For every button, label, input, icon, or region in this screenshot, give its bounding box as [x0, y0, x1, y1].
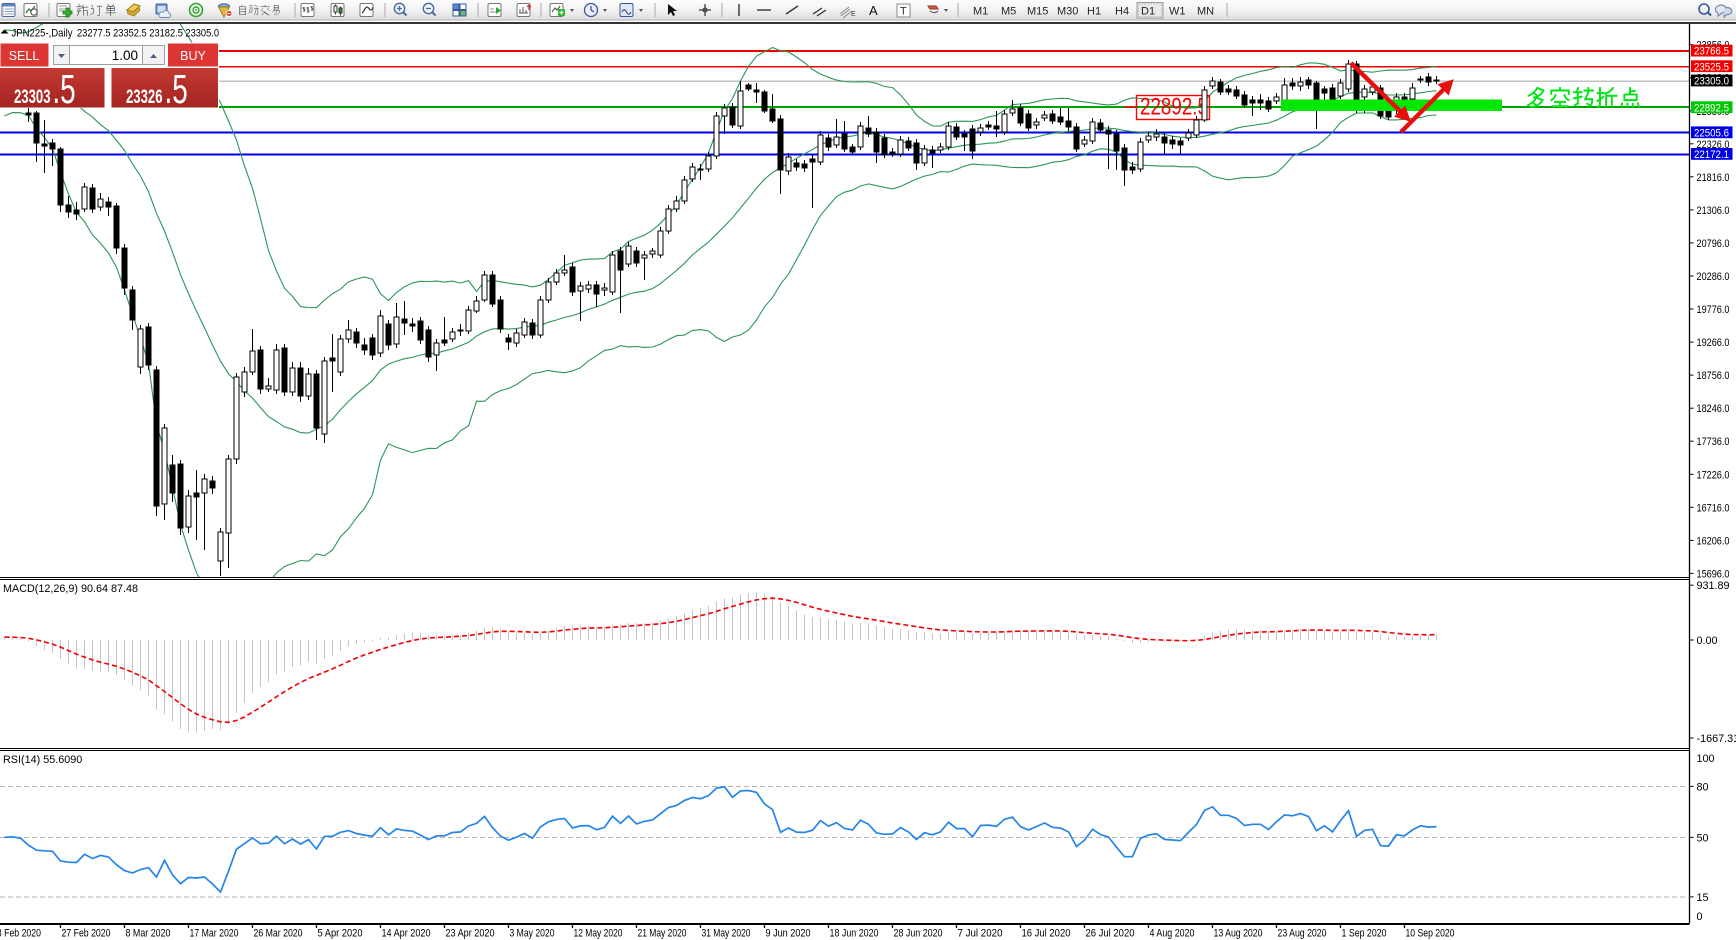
svg-text:18 Feb 2020: 18 Feb 2020: [0, 928, 41, 940]
svg-text:17 Mar 2020: 17 Mar 2020: [190, 928, 239, 940]
svg-text:.5: .5: [165, 67, 188, 113]
svg-text:1.00: 1.00: [112, 48, 138, 63]
svg-text:17226.0: 17226.0: [1697, 469, 1730, 481]
svg-text:M30: M30: [1057, 6, 1078, 18]
svg-text:M1: M1: [973, 6, 988, 18]
svg-text:31 May 2020: 31 May 2020: [702, 928, 751, 940]
svg-text:SELL: SELL: [9, 49, 40, 63]
svg-text:RSI(14) 55.6090: RSI(14) 55.6090: [3, 754, 82, 766]
svg-text:26 Jul 2020: 26 Jul 2020: [1086, 928, 1135, 940]
svg-text:16 Jul 2020: 16 Jul 2020: [1022, 928, 1071, 940]
svg-text:18756.0: 18756.0: [1697, 370, 1730, 382]
svg-text:22892.5: 22892.5: [1140, 94, 1208, 121]
svg-text:15: 15: [1697, 892, 1709, 904]
svg-text:0: 0: [1697, 911, 1703, 923]
svg-text:D1: D1: [1141, 6, 1155, 18]
svg-text:7 Jul 2020: 7 Jul 2020: [958, 928, 1003, 940]
svg-text:4 Aug 2020: 4 Aug 2020: [1150, 928, 1195, 940]
svg-text:-1667.31: -1667.31: [1697, 733, 1736, 745]
svg-text:23 Apr 2020: 23 Apr 2020: [446, 928, 495, 940]
svg-text:M5: M5: [1001, 6, 1016, 18]
svg-text:19266.0: 19266.0: [1697, 337, 1730, 349]
svg-text:16206.0: 16206.0: [1697, 535, 1730, 547]
svg-text:23303: 23303: [14, 87, 51, 108]
svg-text:27 Feb 2020: 27 Feb 2020: [62, 928, 111, 940]
svg-text:13 Aug 2020: 13 Aug 2020: [1214, 928, 1263, 940]
svg-text:50: 50: [1697, 832, 1709, 844]
svg-text:100: 100: [1697, 753, 1715, 765]
svg-text:22505.6: 22505.6: [1694, 127, 1729, 139]
svg-text:931.89: 931.89: [1697, 580, 1730, 592]
svg-text:14 Apr 2020: 14 Apr 2020: [382, 928, 431, 940]
svg-text:9 Jun 2020: 9 Jun 2020: [766, 928, 811, 940]
svg-text:80: 80: [1697, 781, 1709, 793]
svg-text:26 Mar 2020: 26 Mar 2020: [254, 928, 303, 940]
svg-text:23326: 23326: [126, 87, 163, 108]
svg-text:23766.5: 23766.5: [1694, 46, 1729, 58]
svg-text:MN: MN: [1197, 6, 1214, 18]
svg-text:1 Sep 2020: 1 Sep 2020: [1342, 928, 1387, 940]
svg-text:22326.0: 22326.0: [1697, 139, 1730, 151]
svg-text:16716.0: 16716.0: [1697, 502, 1730, 514]
svg-text:3 May 2020: 3 May 2020: [510, 928, 555, 940]
svg-text:23277.5 23352.5 23182.5 23305.: 23277.5 23352.5 23182.5 23305.0: [77, 28, 219, 40]
svg-text:22892.5: 22892.5: [1694, 102, 1729, 114]
svg-text:20286.0: 20286.0: [1697, 271, 1730, 283]
svg-text:5 Apr 2020: 5 Apr 2020: [318, 928, 363, 940]
svg-text:0.00: 0.00: [1697, 635, 1718, 647]
svg-text:23 Aug 2020: 23 Aug 2020: [1278, 928, 1327, 940]
svg-text:19776.0: 19776.0: [1697, 304, 1730, 316]
svg-text:18246.0: 18246.0: [1697, 403, 1730, 415]
svg-text:28 Jun 2020: 28 Jun 2020: [894, 928, 943, 940]
svg-text:8 Mar 2020: 8 Mar 2020: [126, 928, 171, 940]
svg-text:12 May 2020: 12 May 2020: [574, 928, 623, 940]
svg-text:T: T: [900, 6, 907, 18]
svg-text:22172.1: 22172.1: [1694, 149, 1729, 161]
svg-text:JPN225-,Daily: JPN225-,Daily: [12, 28, 73, 40]
svg-text:MACD(12,26,9) 90.64 87.48: MACD(12,26,9) 90.64 87.48: [3, 583, 138, 595]
svg-text:H1: H1: [1087, 6, 1101, 18]
svg-text:21306.0: 21306.0: [1697, 205, 1730, 217]
svg-text:18 Jun 2020: 18 Jun 2020: [830, 928, 879, 940]
svg-text:23305.0: 23305.0: [1694, 76, 1729, 88]
svg-text:BUY: BUY: [180, 49, 206, 63]
svg-text:H4: H4: [1115, 6, 1129, 18]
svg-text:A: A: [869, 3, 878, 18]
svg-text:.5: .5: [52, 67, 75, 113]
svg-text:M15: M15: [1027, 6, 1048, 18]
svg-text:W1: W1: [1169, 6, 1186, 18]
svg-text:E: E: [851, 11, 856, 18]
svg-text:20796.0: 20796.0: [1697, 238, 1730, 250]
svg-text:21 May 2020: 21 May 2020: [638, 928, 687, 940]
svg-text:23525.5: 23525.5: [1694, 61, 1729, 73]
svg-text:15696.0: 15696.0: [1697, 568, 1730, 580]
svg-text:17736.0: 17736.0: [1697, 436, 1730, 448]
svg-text:10 Sep 2020: 10 Sep 2020: [1406, 928, 1455, 940]
svg-text:21816.0: 21816.0: [1697, 172, 1730, 184]
